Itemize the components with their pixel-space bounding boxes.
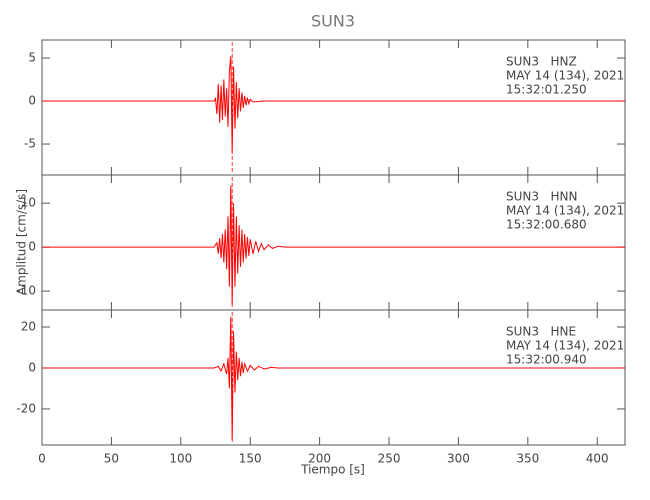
- trace-info: MAY 14 (134), 2021: [506, 69, 624, 83]
- y-tick-label: 0: [28, 360, 36, 374]
- y-tick-label: 10: [21, 196, 36, 210]
- x-tick-label: 100: [169, 452, 192, 466]
- y-tick-label: 5: [28, 51, 36, 65]
- waveform: [42, 56, 625, 153]
- trace-info: SUN3 HNE: [506, 325, 576, 339]
- x-tick-label: 200: [308, 452, 331, 466]
- x-axis-label: Tiempo [s]: [300, 463, 365, 477]
- y-tick-label: -5: [24, 137, 36, 151]
- y-tick-label: 0: [28, 240, 36, 254]
- trace-info: 15:32:01.250: [506, 83, 587, 97]
- x-tick-label: 0: [38, 452, 46, 466]
- x-tick-label: 150: [239, 452, 262, 466]
- y-tick-label: -10: [16, 284, 36, 298]
- chart-title: SUN3: [311, 12, 355, 31]
- waveform: [42, 185, 625, 305]
- trace-info: MAY 14 (134), 2021: [506, 339, 624, 353]
- y-axis-label: Amplitud [cm/s/s]: [15, 189, 29, 295]
- x-tick-label: 350: [516, 452, 539, 466]
- y-tick-label: 20: [21, 320, 36, 334]
- panel-frame: [41, 309, 626, 446]
- waveform: [42, 316, 625, 440]
- trace-info: MAY 14 (134), 2021: [506, 204, 624, 218]
- trace-info: SUN3 HNN: [506, 190, 577, 204]
- y-tick-label: -20: [16, 401, 36, 415]
- x-tick-label: 250: [378, 452, 401, 466]
- y-tick-label: 0: [28, 94, 36, 108]
- x-tick-label: 400: [586, 452, 609, 466]
- trace-info: 15:32:00.940: [506, 353, 587, 367]
- trace-info: 15:32:00.680: [506, 218, 587, 232]
- x-tick-label: 50: [104, 452, 119, 466]
- trace-info: SUN3 HNZ: [506, 55, 577, 69]
- x-tick-label: 300: [447, 452, 470, 466]
